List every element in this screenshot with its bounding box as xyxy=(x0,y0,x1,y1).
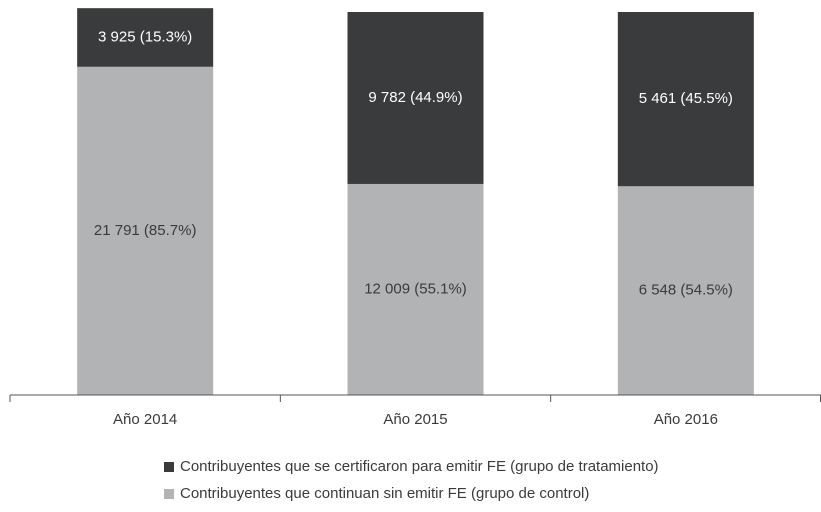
bar-segment xyxy=(617,12,754,187)
bar-segment xyxy=(347,12,484,184)
bar-segment xyxy=(77,8,214,67)
legend-swatch xyxy=(164,489,174,499)
x-tick-label: Año 2016 xyxy=(654,411,718,428)
x-tick-label: Año 2015 xyxy=(383,411,447,428)
x-tick-label: Año 2014 xyxy=(113,411,177,428)
data-label: 3 925 (15.3%) xyxy=(98,28,192,45)
data-label: 12 009 (55.1%) xyxy=(364,280,467,297)
bar-segment xyxy=(77,66,214,396)
data-label: 6 548 (54.5%) xyxy=(639,282,733,299)
bar-segment xyxy=(347,183,484,395)
data-label: 9 782 (44.9%) xyxy=(368,89,462,106)
legend-swatch xyxy=(164,462,174,472)
data-label: 21 791 (85.7%) xyxy=(94,222,197,239)
data-label: 5 461 (45.5%) xyxy=(639,90,733,107)
bar-segment xyxy=(617,186,754,395)
legend-label: Contribuyentes que se certificaron para … xyxy=(180,458,659,475)
legend-label: Contribuyentes que continuan sin emitir … xyxy=(180,485,589,502)
